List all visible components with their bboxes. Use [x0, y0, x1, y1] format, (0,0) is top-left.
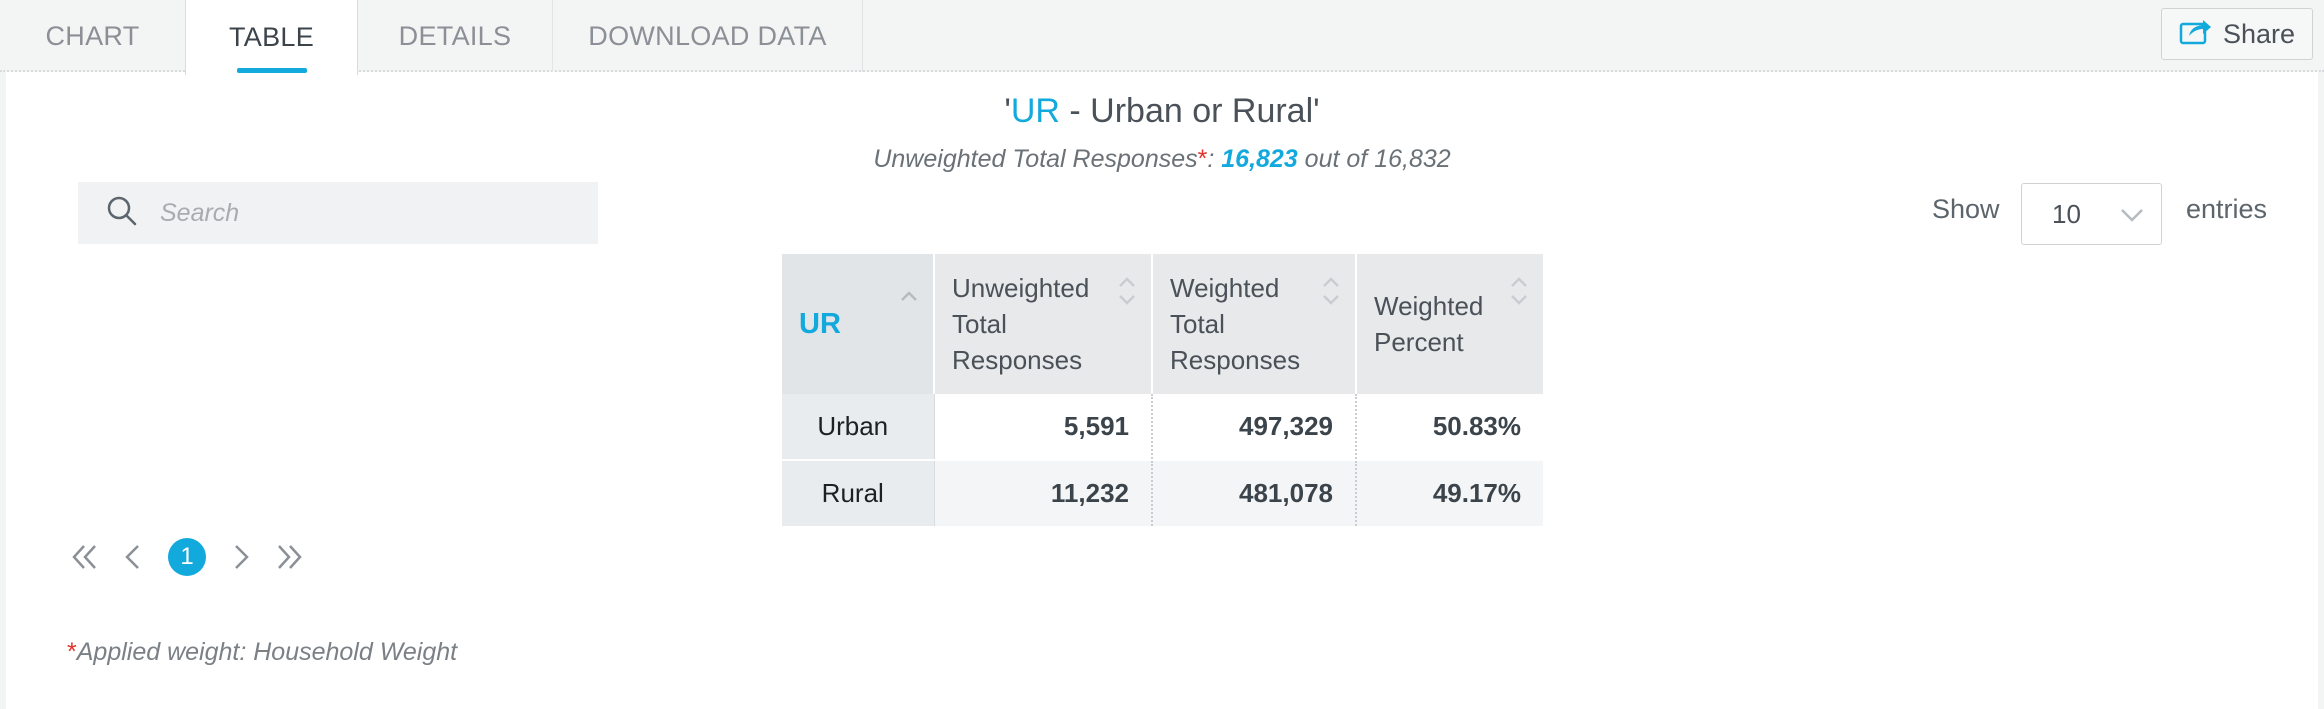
share-label: Share [2222, 18, 2296, 49]
table-row: Rural 11,232 481,078 49.17% [782, 460, 1543, 526]
table-cell: 11,232 [934, 460, 1153, 526]
entries-value: 10 [2052, 198, 2081, 229]
page-number-current[interactable]: 1 [168, 538, 206, 576]
column-header-weighted-total[interactable]: Weighted Total Responses [1152, 254, 1357, 394]
share-button[interactable]: Share [2161, 8, 2313, 60]
response-summary: Unweighted Total Responses*: 16,823 out … [6, 145, 2318, 174]
last-page-icon[interactable] [274, 542, 304, 572]
table-cell: 497,329 [1152, 394, 1357, 461]
tab-label: CHART [45, 20, 140, 51]
next-page-icon[interactable] [226, 542, 256, 572]
column-header-weighted-percent[interactable]: Weighted Percent [1356, 254, 1543, 394]
column-label-line: Responses [1170, 345, 1301, 375]
table-header-row: UR Unweighted Total Responses Weighted Tota… [782, 254, 1543, 394]
summary-colon: : [1207, 145, 1222, 173]
weight-footnote: *Applied weight: Household Weight [67, 638, 457, 667]
column-label-line: Percent [1374, 327, 1464, 357]
sort-icon [1321, 274, 1341, 317]
search-box[interactable] [78, 182, 598, 244]
active-tab-indicator [236, 68, 307, 73]
table-row: Urban 5,591 497,329 50.83% [782, 394, 1543, 461]
summary-connector: out of [1297, 145, 1375, 173]
share-icon [2179, 16, 2213, 53]
tab-bar: CHART TABLE DETAILS DOWNLOAD DATA Share [0, 0, 2324, 75]
column-label: UR [799, 308, 841, 340]
summary-label: Unweighted Total Responses [873, 145, 1198, 173]
sort-asc-icon [899, 276, 919, 312]
pagination: 1 [70, 538, 304, 576]
tab-chart[interactable]: CHART [0, 0, 186, 72]
sort-icon [1117, 274, 1137, 317]
footnote-text: Applied weight: Household Weight [76, 638, 458, 666]
table-cell: 50.83% [1356, 394, 1543, 461]
sort-icon [1509, 274, 1529, 317]
table-panel: 'UR - Urban or Rural' Unweighted Total R… [6, 72, 2318, 709]
column-header-unweighted-total[interactable]: Unweighted Total Responses [934, 254, 1153, 394]
footnote-asterisk: * [67, 638, 77, 666]
search-icon [106, 195, 138, 232]
tab-details[interactable]: DETAILS [358, 0, 553, 72]
entries-label: entries [2186, 194, 2268, 224]
show-label: Show [1932, 194, 2000, 224]
search-input[interactable] [160, 198, 580, 228]
variable-description: - Urban or Rural' [1059, 92, 1320, 130]
row-label: Urban [782, 394, 935, 461]
table-cell: 49.17% [1356, 460, 1543, 526]
column-label: Weighted Percent [1374, 291, 1483, 357]
row-label: Rural [782, 460, 935, 526]
page-title: 'UR - Urban or Rural' [6, 92, 2318, 131]
variable-code: UR [1010, 92, 1060, 130]
chevron-down-icon [2119, 199, 2145, 230]
title-quote: ' [1004, 92, 1011, 130]
response-count: 16,823 [1221, 145, 1298, 173]
data-table: UR Unweighted Total Responses Weighted Tota… [782, 254, 1543, 526]
column-label-line: Responses [952, 345, 1083, 375]
table-cell: 481,078 [1152, 460, 1357, 526]
table-cell: 5,591 [934, 394, 1153, 461]
column-label-line: Weighted [1374, 291, 1484, 321]
column-header-ur[interactable]: UR [782, 254, 935, 394]
weight-asterisk: * [1197, 145, 1208, 173]
first-page-icon[interactable] [70, 542, 100, 572]
column-label: Weighted Total Responses [1170, 273, 1300, 375]
column-label-line: Unweighted [952, 273, 1090, 303]
tab-download-data[interactable]: DOWNLOAD DATA [553, 0, 863, 72]
column-label-line: Total [952, 309, 1007, 339]
column-label-line: Weighted [1170, 273, 1280, 303]
column-label-line: Total [1170, 309, 1225, 339]
prev-page-icon[interactable] [118, 542, 148, 572]
tab-label: TABLE [228, 22, 315, 52]
tab-label: DOWNLOAD DATA [588, 20, 827, 51]
total-count: 16,832 [1374, 145, 1451, 173]
column-label: Unweighted Total Responses [952, 273, 1089, 375]
tab-table[interactable]: TABLE [185, 0, 358, 75]
tab-label: DETAILS [398, 20, 512, 51]
entries-select[interactable]: 10 [2021, 183, 2162, 245]
